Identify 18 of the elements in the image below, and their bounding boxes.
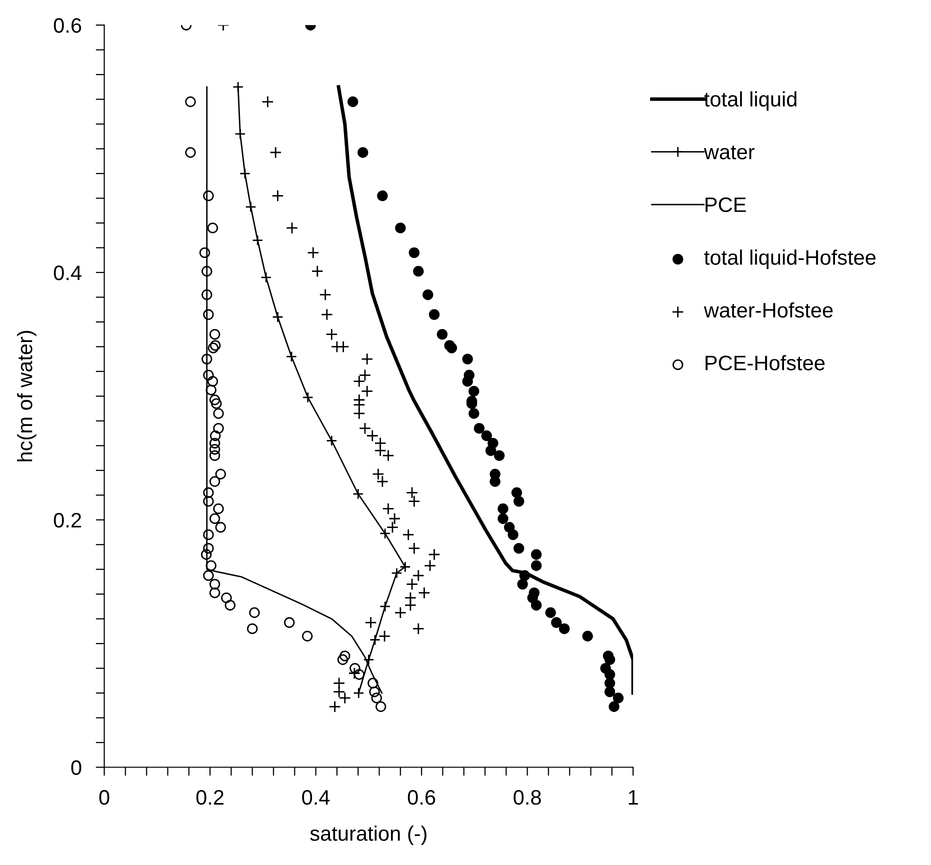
legend-label: total liquid — [704, 91, 796, 111]
legend-label: water-Hofstee — [704, 302, 833, 318]
y-tick-label: 0.2 — [54, 512, 82, 528]
y-tick-label: 0 — [71, 760, 82, 776]
legend-label: total liquid-Hofstee — [704, 250, 876, 269]
x-tick-label: 0.4 — [302, 790, 330, 805]
x-tick-label: 1 — [628, 790, 638, 805]
legend-label: PCE — [706, 197, 746, 212]
legend-label: water — [704, 146, 755, 160]
y-tick-label: 0.6 — [54, 18, 82, 33]
y-tick-label: 0.4 — [54, 265, 82, 280]
x-tick-label: 0 — [99, 790, 110, 805]
x-axis-title: saturation (-) — [310, 826, 426, 845]
x-tick-label: 0.8 — [514, 790, 541, 805]
y-axis-title: hc(m of water) — [17, 330, 36, 462]
x-tick-label: 0.6 — [408, 790, 436, 805]
x-tick-label: 0.2 — [196, 790, 224, 805]
legend-label: PCE-Hofstee — [706, 355, 825, 370]
